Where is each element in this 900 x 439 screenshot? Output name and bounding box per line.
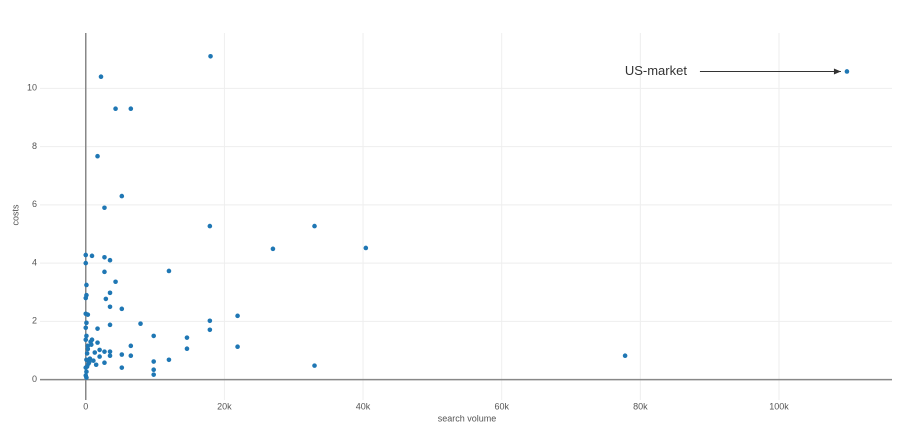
- point: [102, 349, 107, 354]
- point: [84, 320, 89, 326]
- y-tick-label: 2: [32, 316, 37, 326]
- annotation-arrowhead: [833, 68, 841, 75]
- point: [84, 333, 89, 339]
- point: [84, 351, 90, 356]
- x-tick-label: 100k: [769, 401, 789, 411]
- point: [84, 364, 90, 369]
- point: [184, 335, 190, 340]
- point: [83, 260, 89, 266]
- point: [622, 353, 628, 359]
- point: [151, 333, 156, 339]
- point: [103, 296, 109, 302]
- point: [119, 306, 125, 312]
- point: [151, 359, 156, 364]
- point: [95, 340, 100, 345]
- point: [102, 205, 107, 211]
- point: [93, 362, 99, 368]
- point: [87, 356, 93, 361]
- point: [84, 282, 89, 288]
- point: [312, 363, 317, 368]
- y-tick-label: 8: [32, 141, 37, 151]
- point: [166, 357, 172, 363]
- y-tick-label: 10: [27, 83, 37, 93]
- point: [85, 312, 91, 317]
- point: [85, 343, 91, 349]
- point: [98, 74, 104, 79]
- point: [208, 54, 213, 59]
- point: [86, 359, 92, 365]
- x-tick-label: 40k: [356, 401, 371, 411]
- point: [119, 365, 125, 370]
- x-tick-label: 20k: [217, 401, 232, 411]
- y-tick-label: 4: [32, 257, 37, 267]
- point: [95, 153, 100, 159]
- y-axis-title: costs: [10, 204, 20, 226]
- point: [84, 369, 89, 375]
- point: [128, 353, 134, 359]
- point: [84, 375, 89, 380]
- point: [102, 254, 107, 260]
- point: [363, 245, 369, 251]
- point: [207, 327, 213, 333]
- x-tick-label: 60k: [494, 401, 509, 411]
- point: [83, 337, 89, 343]
- point: [107, 353, 113, 359]
- point: [151, 372, 156, 377]
- point: [83, 325, 89, 331]
- point: [166, 268, 172, 274]
- y-tick-label: 0: [32, 374, 37, 384]
- point: [107, 290, 113, 296]
- point: [88, 339, 93, 345]
- point: [102, 269, 107, 275]
- y-tick-label: 6: [32, 199, 37, 209]
- x-tick-label: 0: [83, 401, 88, 411]
- point: [113, 279, 118, 285]
- point: [92, 350, 98, 355]
- point: [844, 69, 850, 74]
- point: [128, 106, 134, 112]
- point: [270, 246, 276, 252]
- point: [235, 344, 240, 349]
- point: [235, 313, 240, 319]
- point: [107, 304, 113, 310]
- point: [83, 252, 89, 258]
- point: [119, 352, 125, 357]
- point: [207, 318, 213, 324]
- point: [119, 193, 125, 199]
- point: [102, 360, 107, 366]
- point: [85, 346, 91, 352]
- point: [138, 321, 143, 326]
- point: [107, 349, 113, 354]
- point: [107, 257, 113, 263]
- point: [91, 358, 96, 363]
- annotation: US-market: [625, 63, 688, 78]
- point: [151, 367, 156, 373]
- point: [97, 347, 102, 353]
- point: [89, 253, 95, 259]
- point: [312, 223, 317, 229]
- point: [113, 106, 118, 112]
- point: [128, 343, 134, 349]
- x-tick-label: 80k: [633, 401, 648, 411]
- point: [184, 346, 190, 352]
- point: [207, 223, 213, 229]
- point: [95, 326, 100, 331]
- point: [97, 354, 102, 359]
- point: [107, 322, 113, 328]
- x-axis-title: search volume: [438, 413, 497, 423]
- point: [83, 295, 89, 301]
